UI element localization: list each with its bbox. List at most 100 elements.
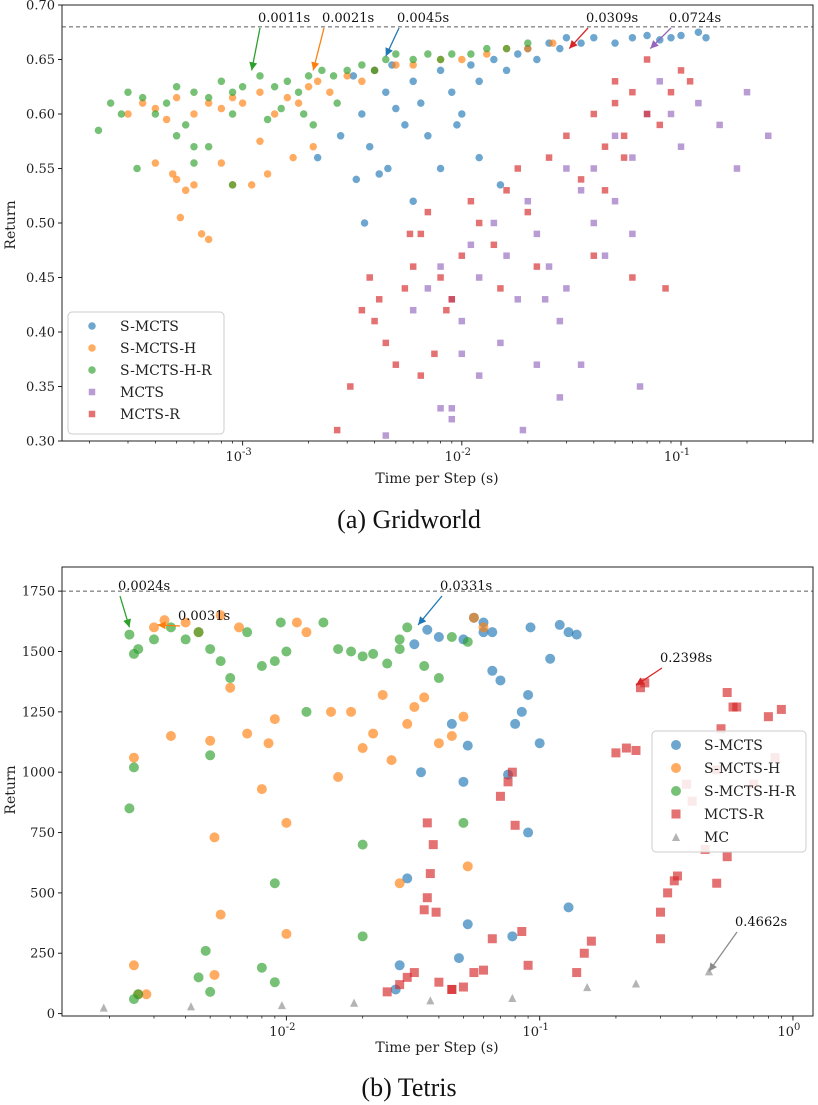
gridworld-point-s-mcts-h-r	[436, 55, 445, 64]
gridworld-point-s-mcts	[490, 55, 498, 64]
tetris-point-mcts-r	[434, 977, 444, 987]
tetris-annotation-label: 0.0024s	[118, 579, 170, 594]
gridworld-legend-marker	[88, 344, 96, 352]
gridworld-point-s-mcts	[694, 28, 703, 36]
tetris-point-s-mcts	[571, 629, 582, 640]
tetris-point-mcts-r	[640, 678, 650, 688]
tetris-ytick-label: 0	[47, 1007, 55, 1022]
gridworld-point-mcts	[514, 296, 522, 303]
gridworld-point-s-mcts-h-r	[524, 39, 532, 47]
gridworld-point-mcts-r	[333, 426, 341, 434]
gridworld-legend-label: S-MCTS	[120, 319, 179, 335]
gridworld-point-s-mcts-h	[304, 83, 313, 91]
gridworld-annotation-label: 0.0045s	[397, 11, 449, 26]
gridworld-point-mcts	[590, 219, 598, 227]
gridworld-point-mcts-r	[431, 350, 438, 358]
gridworld-point-s-mcts-h	[172, 93, 181, 102]
gridworld-point-mcts-r	[545, 154, 553, 161]
tetris-point-s-mcts	[525, 622, 536, 633]
tetris-point-s-mcts-h-r	[200, 945, 211, 956]
tetris-point-mcts-r	[419, 905, 429, 915]
tetris-legend-label: MC	[704, 830, 729, 846]
gridworld-point-s-mcts	[409, 77, 417, 86]
gridworld-point-mcts-r	[347, 383, 354, 390]
tetris-point-s-mcts-h-r	[333, 644, 344, 655]
gridworld-point-mcts	[743, 88, 751, 96]
tetris-point-s-mcts-h-r	[205, 750, 216, 761]
tetris-point-mcts-r	[425, 869, 435, 879]
gridworld-point-mcts	[424, 285, 432, 292]
gridworld-point-mcts-r	[514, 165, 522, 172]
gridworld-point-s-mcts	[643, 31, 651, 40]
gridworld-point-s-mcts-h-r	[270, 83, 279, 91]
gridworld-point-s-mcts-h-r	[343, 66, 351, 75]
gridworld-point-mcts	[503, 252, 510, 259]
tetris-point-mcts-r	[586, 936, 596, 946]
tetris-point-s-mcts-h-r	[394, 634, 405, 645]
gridworld-caption: (a) Gridworld	[337, 505, 481, 534]
gridworld-point-s-mcts	[382, 88, 390, 96]
gridworld-point-mcts-r	[620, 154, 628, 161]
gridworld-point-s-mcts	[577, 39, 585, 47]
tetris-point-s-mcts-h	[333, 772, 344, 783]
tetris-point-mcts-r	[635, 683, 645, 693]
gridworld-point-s-mcts-h	[483, 50, 491, 58]
gridworld-point-s-mcts-h	[172, 175, 181, 184]
gridworld-ytick-label: 0.65	[26, 53, 55, 68]
tetris-point-s-mcts-h-r	[148, 634, 159, 645]
gridworld-ytick-label: 0.60	[26, 108, 55, 123]
gridworld-point-s-mcts-h	[524, 44, 532, 53]
gridworld-point-mcts	[611, 197, 619, 205]
gridworld-point-s-mcts-h	[190, 110, 198, 118]
gridworld-point-mcts	[577, 361, 585, 368]
gridworld-point-s-mcts	[358, 110, 366, 118]
tetris-point-s-mcts-h-r	[133, 644, 144, 655]
gridworld-point-s-mcts-h-r	[106, 99, 115, 107]
tetris-point-s-mcts-h	[215, 610, 226, 621]
tetris-point-s-mcts-h-r	[128, 762, 139, 773]
tetris-point-s-mcts-h	[215, 909, 226, 920]
gridworld-point-mcts	[437, 263, 444, 270]
tetris-point-s-mcts	[462, 919, 473, 930]
tetris-point-s-mcts-h-r	[382, 658, 393, 669]
tetris-point-s-mcts	[563, 627, 574, 638]
gridworld-point-s-mcts	[533, 55, 541, 64]
gridworld-point-mcts	[765, 132, 772, 140]
tetris-point-s-mcts	[545, 653, 556, 664]
tetris-point-s-mcts-h-r	[256, 962, 267, 973]
tetris-point-s-mcts-h	[394, 878, 405, 889]
gridworld-point-mcts-r	[443, 306, 450, 314]
gridworld-series-mcts	[382, 78, 772, 439]
gridworld-legend-label: S-MCTS-H-R	[120, 363, 212, 379]
gridworld-legend-label: MCTS-R	[120, 407, 180, 423]
tetris-point-s-mcts-h-r	[128, 994, 139, 1005]
gridworld-point-s-mcts-h	[409, 61, 417, 69]
tetris-point-s-mcts	[487, 627, 498, 638]
gridworld-point-mcts	[656, 78, 664, 85]
gridworld-annotation-arrowhead	[569, 39, 578, 49]
gridworld-points	[94, 28, 772, 439]
tetris-point-s-mcts-h-r	[419, 660, 430, 671]
gridworld-point-s-mcts-h-r	[228, 110, 237, 118]
gridworld-point-mcts-r	[490, 241, 498, 249]
tetris-point-mcts-r	[395, 980, 405, 990]
gridworld-point-s-mcts	[365, 142, 374, 151]
gridworld-point-s-mcts	[677, 31, 685, 40]
tetris-point-mc	[426, 996, 435, 1005]
gridworld-point-s-mcts	[392, 104, 400, 113]
gridworld-point-mcts-r	[643, 110, 651, 118]
tetris-point-mcts-r	[495, 791, 505, 801]
tetris-point-s-mcts-h-r	[269, 977, 280, 988]
gridworld-point-s-mcts-h-r	[124, 88, 132, 96]
gridworld-annotation-arrowhead	[650, 40, 659, 49]
tetris-point-s-mcts-h-r	[124, 629, 135, 640]
tetris-annotation-label: 0.2398s	[660, 651, 712, 666]
tetris-xtick-label: 100	[777, 1022, 800, 1040]
tetris-legend-label: S-MCTS-H-R	[704, 784, 796, 800]
gridworld-point-s-mcts	[375, 170, 383, 178]
tetris-point-mcts-r	[431, 907, 441, 917]
gridworld-point-s-mcts-h-r	[190, 88, 198, 96]
gridworld-point-mcts	[409, 306, 417, 314]
gridworld-point-s-mcts-h-r	[190, 159, 198, 167]
